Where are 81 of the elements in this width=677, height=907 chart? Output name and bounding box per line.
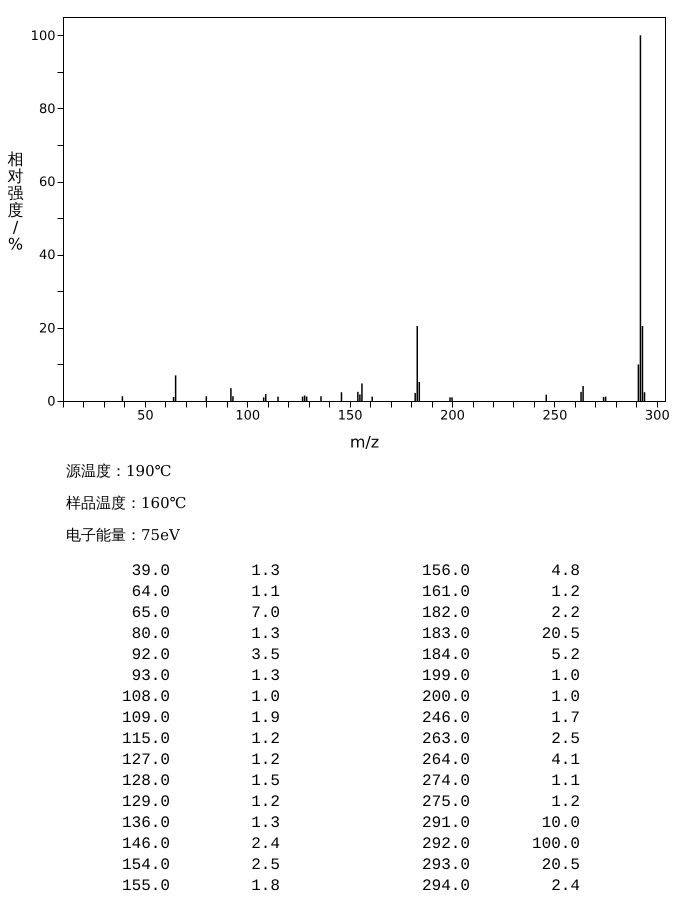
text: 155.0 bbox=[120, 877, 170, 895]
text: 2.5 bbox=[550, 730, 580, 748]
text: 2.4 bbox=[250, 835, 280, 853]
text: 108.0 bbox=[120, 688, 170, 706]
text: 1.0 bbox=[550, 667, 580, 685]
y-axis-title: 相对强度/% bbox=[8, 150, 24, 254]
text: 1.3 bbox=[250, 625, 280, 643]
text: 5.2 bbox=[550, 646, 580, 664]
y-tick-label: 40 bbox=[38, 248, 56, 264]
y-tick-label: 60 bbox=[38, 175, 56, 190]
x-tick-label: 100 bbox=[235, 408, 260, 424]
text: 1.1 bbox=[550, 772, 580, 790]
text: 1.7 bbox=[550, 709, 580, 727]
text: 样品温度：160℃ bbox=[66, 494, 186, 513]
text: 154.0 bbox=[120, 856, 170, 874]
text: 146.0 bbox=[120, 835, 170, 853]
text: 1.8 bbox=[250, 877, 280, 895]
text: 291.0 bbox=[420, 814, 470, 832]
text: 20.5 bbox=[540, 856, 580, 874]
x-axis-title: m/z bbox=[350, 432, 380, 452]
text: 4.8 bbox=[550, 562, 580, 580]
text: 1.3 bbox=[250, 562, 280, 580]
x-tick-label: 250 bbox=[542, 408, 568, 424]
text: 200.0 bbox=[420, 688, 470, 706]
text: 115.0 bbox=[120, 730, 170, 748]
text: 1.0 bbox=[250, 688, 280, 706]
y-tick-label: 20 bbox=[38, 321, 56, 336]
text: 64.0 bbox=[130, 583, 170, 601]
text: 1.2 bbox=[550, 583, 580, 601]
text: 1.2 bbox=[250, 793, 280, 811]
text: 1.2 bbox=[250, 751, 280, 769]
text: 93.0 bbox=[130, 667, 170, 685]
text: 182.0 bbox=[420, 604, 470, 622]
text: 109.0 bbox=[120, 709, 170, 727]
text: 80.0 bbox=[130, 625, 170, 643]
text: 1.0 bbox=[550, 688, 580, 706]
text: 92.0 bbox=[130, 646, 170, 664]
text: 1.2 bbox=[250, 730, 280, 748]
text: 电子能量：75eV bbox=[66, 526, 180, 545]
text: 263.0 bbox=[420, 730, 470, 748]
y-tick-label: 100 bbox=[30, 28, 56, 44]
text: 129.0 bbox=[120, 793, 170, 811]
text: 源温度：190℃ bbox=[66, 462, 172, 481]
y-tick-label: 0 bbox=[47, 394, 56, 410]
text: 294.0 bbox=[420, 877, 470, 895]
text: 275.0 bbox=[420, 793, 470, 811]
text: 128.0 bbox=[120, 772, 170, 790]
text: 1.3 bbox=[250, 814, 280, 832]
text: 1.3 bbox=[250, 667, 280, 685]
text: 2.4 bbox=[550, 877, 580, 895]
text: 127.0 bbox=[120, 751, 170, 769]
text: 293.0 bbox=[420, 856, 470, 874]
text: 156.0 bbox=[420, 562, 470, 580]
text: 2.5 bbox=[250, 856, 280, 874]
text: 3.5 bbox=[250, 646, 280, 664]
text: 4.1 bbox=[550, 751, 580, 769]
text: 65.0 bbox=[130, 604, 170, 622]
text: 183.0 bbox=[420, 625, 470, 643]
text: 199.0 bbox=[420, 667, 470, 685]
text: 1.5 bbox=[250, 772, 280, 790]
text: 1.1 bbox=[250, 583, 280, 601]
text: 184.0 bbox=[420, 646, 470, 664]
x-tick-label: 150 bbox=[338, 408, 363, 424]
x-tick-label: 200 bbox=[440, 408, 465, 424]
text: 100.0 bbox=[530, 835, 580, 853]
text: 161.0 bbox=[420, 583, 470, 601]
text: 2.2 bbox=[550, 604, 580, 622]
text: 264.0 bbox=[420, 751, 470, 769]
text: 1.9 bbox=[250, 709, 280, 727]
text: 292.0 bbox=[420, 835, 470, 853]
x-tick-label: 300 bbox=[644, 408, 670, 424]
text: 136.0 bbox=[120, 814, 170, 832]
y-tick-label: 80 bbox=[38, 102, 56, 117]
x-tick-label: 50 bbox=[137, 408, 154, 424]
text: 1.2 bbox=[550, 793, 580, 811]
text: 274.0 bbox=[420, 772, 470, 790]
text: 39.0 bbox=[130, 562, 170, 580]
text: 10.0 bbox=[540, 814, 580, 832]
text: 20.5 bbox=[540, 625, 580, 643]
text: 7.0 bbox=[250, 604, 280, 622]
text: 246.0 bbox=[420, 709, 470, 727]
